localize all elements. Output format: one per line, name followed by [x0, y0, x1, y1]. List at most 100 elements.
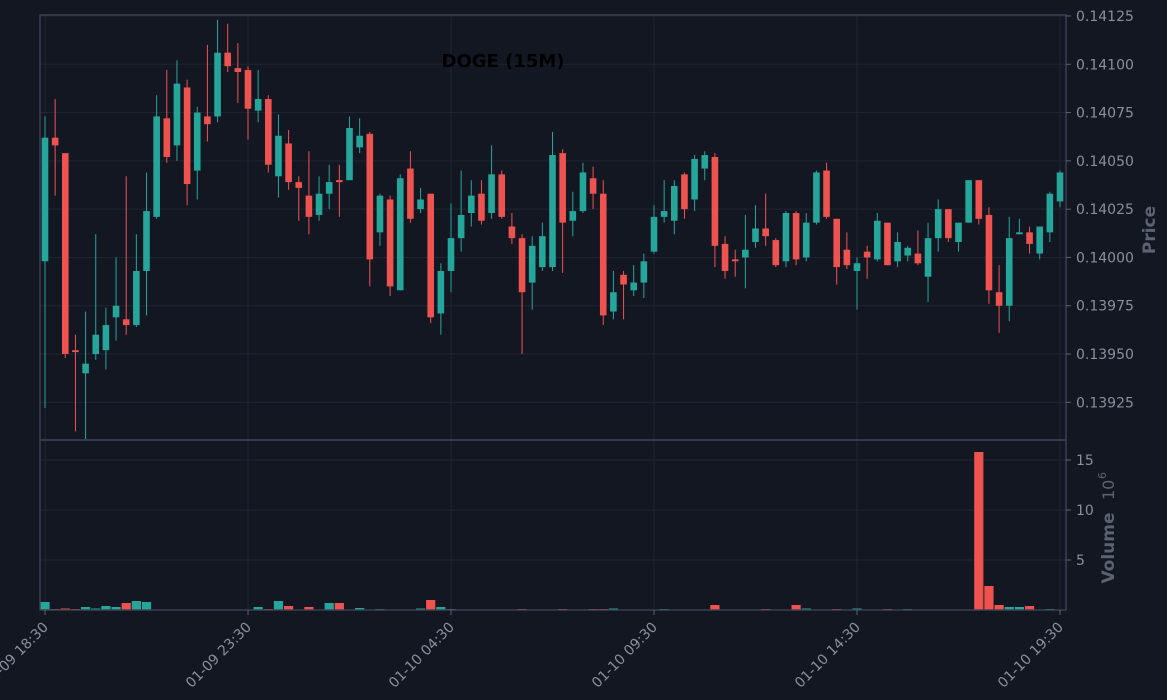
time-tick-label: 01-10 09:30: [589, 620, 661, 692]
price-tick-label: 0.13975: [1076, 299, 1134, 315]
candle-body: [407, 168, 414, 219]
volume-tick-label: 5: [1076, 553, 1085, 569]
candle-body: [813, 172, 820, 223]
candle-body: [82, 363, 89, 374]
volume-bar: [984, 586, 994, 610]
price-tick-label: 0.14000: [1076, 250, 1134, 266]
candle-body: [72, 350, 79, 353]
candle-body: [579, 172, 587, 212]
candle-body: [752, 228, 759, 242]
candle-body: [336, 180, 343, 183]
volume-bars: [40, 452, 1055, 610]
candle-body: [478, 193, 485, 221]
candle-body: [995, 292, 1003, 306]
volume-tick-label: 15: [1076, 453, 1094, 469]
volume-bar: [710, 605, 720, 610]
volume-bar: [355, 608, 365, 610]
candle-body: [731, 259, 739, 262]
candle-body: [681, 174, 688, 210]
volume-scale-exponent: 6: [1096, 472, 1109, 479]
candle-body: [488, 174, 495, 214]
volume-bar: [81, 607, 91, 610]
candle-body: [295, 182, 303, 188]
candle-body: [51, 137, 59, 146]
candle-body: [457, 214, 465, 239]
volume-bar: [852, 608, 862, 610]
candle-body: [133, 270, 140, 326]
candle-body: [427, 193, 434, 318]
candle-body: [285, 143, 292, 183]
time-tick-label: 01-10 14:30: [792, 620, 864, 692]
candle-body: [914, 253, 922, 264]
volume-bar: [1024, 606, 1035, 610]
candle-body: [396, 178, 404, 291]
grid-lines: [40, 15, 1066, 610]
candle-body: [92, 334, 100, 355]
candle-body: [1056, 172, 1064, 202]
price-tick-label: 0.13925: [1076, 395, 1134, 411]
candle-body: [325, 182, 333, 194]
candle-body: [1026, 232, 1033, 244]
volume-bar: [1014, 607, 1024, 610]
price-axis-ticks: 0.13925 0.13950 0.13975 0.14000 0.14025 0.140…: [1066, 9, 1134, 411]
candle-body: [934, 209, 942, 239]
candle-body: [904, 247, 912, 256]
candle-body: [549, 155, 556, 268]
candle-body: [1046, 193, 1054, 233]
candle-body: [112, 305, 120, 318]
candle-body: [843, 249, 851, 266]
candle-body: [823, 170, 830, 217]
volume-bar: [304, 607, 314, 610]
candle-body: [244, 70, 252, 109]
price-tick-label: 0.14075: [1076, 106, 1134, 122]
candle-body: [315, 193, 323, 215]
candle-body: [671, 185, 678, 221]
candle-body: [610, 292, 617, 312]
candle-body: [153, 116, 160, 217]
candle-body: [518, 238, 526, 293]
candle-body: [447, 238, 455, 271]
candle-body: [143, 211, 150, 271]
candle-body: [1016, 232, 1023, 235]
candle-body: [265, 99, 272, 165]
candle-body: [721, 243, 729, 271]
volume-panel-frame: [39, 439, 1067, 611]
candle-body: [528, 245, 536, 283]
candle-body: [792, 213, 800, 260]
candle-body: [468, 195, 475, 214]
volume-bar: [111, 607, 121, 610]
candle-body: [985, 214, 993, 291]
candle-body: [894, 241, 901, 262]
candle-body: [346, 128, 353, 181]
volume-bar: [974, 452, 984, 610]
time-tick-label: 01-10 04:30: [386, 620, 458, 692]
candle-body: [833, 218, 840, 268]
volume-bar: [415, 608, 426, 610]
candle-body: [275, 135, 282, 177]
candle-body: [589, 178, 597, 194]
volume-axis-label: Volume: [1099, 512, 1119, 583]
candle-body: [853, 263, 861, 271]
candle-body: [599, 193, 607, 316]
volume-bar: [121, 603, 131, 610]
candle-body: [863, 251, 871, 258]
candle-body: [163, 118, 171, 157]
candle-body: [802, 222, 810, 258]
volume-bar: [141, 602, 152, 610]
candle-body: [955, 222, 962, 242]
candle-body: [183, 87, 191, 185]
candle-body: [701, 155, 709, 169]
volume-bar: [801, 608, 811, 610]
candle-body: [660, 211, 668, 217]
candle-body: [254, 99, 262, 111]
price-tick-label: 0.14025: [1076, 202, 1134, 218]
volume-bar: [91, 608, 101, 610]
volume-bar: [324, 603, 334, 610]
candle-body: [41, 137, 49, 262]
time-tick-label: 01-10 19:30: [995, 620, 1067, 692]
candle-body: [559, 153, 566, 223]
price-candles: [41, 19, 1064, 440]
time-tick-label: 01-09 23:30: [183, 620, 255, 692]
volume-bar: [284, 606, 294, 610]
